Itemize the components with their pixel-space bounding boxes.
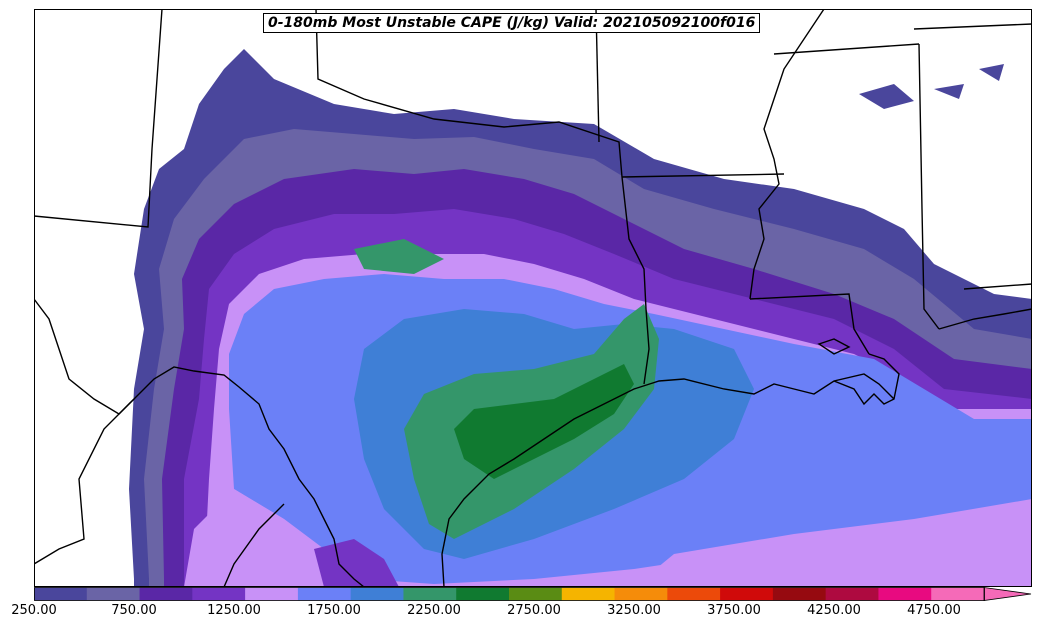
cape-contour-250-ne bbox=[859, 64, 1004, 109]
lake-pontchartrain bbox=[817, 338, 851, 355]
colorbar-segment bbox=[350, 587, 404, 601]
arkansas-tennessee-line bbox=[773, 43, 920, 55]
colorbar-tick-label: 1750.00 bbox=[307, 603, 361, 618]
colorbar-tick-label: 4750.00 bbox=[907, 603, 961, 618]
florida-panhandle-coast bbox=[938, 308, 1032, 330]
new-mexico-oklahoma-line bbox=[34, 9, 163, 228]
cape-contour-1500-south bbox=[634, 499, 1032, 587]
colorbar-segment bbox=[772, 587, 827, 601]
colorbar-segment bbox=[825, 587, 879, 601]
colorbar-segment bbox=[509, 587, 563, 601]
colorbar-tick-label: 3250.00 bbox=[607, 603, 661, 618]
colorbar-segments bbox=[34, 587, 1032, 601]
colorbar-extend-triangle bbox=[983, 587, 1032, 601]
louisiana-coast bbox=[833, 353, 900, 406]
colorbar-segment bbox=[456, 587, 510, 601]
cape-map bbox=[34, 9, 1032, 587]
colorbar-segment bbox=[561, 587, 616, 601]
mississippi-river bbox=[749, 9, 825, 300]
colorbar-segment bbox=[86, 587, 141, 601]
colorbar-segment bbox=[245, 587, 299, 601]
colorbar-outline bbox=[34, 587, 985, 601]
mexico-interior-line-2 bbox=[223, 503, 285, 587]
colorbar-tick-label: 3750.00 bbox=[707, 603, 761, 618]
colorbar-tick-label: 2750.00 bbox=[507, 603, 561, 618]
mississippi-alabama-line bbox=[918, 43, 940, 330]
rio-grande-border bbox=[34, 298, 365, 587]
arkansas-south-border bbox=[621, 173, 785, 178]
cape-contour-2000-north bbox=[354, 239, 444, 274]
colorbar-segment bbox=[878, 587, 932, 601]
political-boundaries bbox=[34, 9, 1032, 587]
colorbar-segment bbox=[34, 587, 88, 601]
alabama-georgia-line bbox=[913, 23, 1032, 30]
colorbar-tick-label: 250.00 bbox=[11, 603, 57, 618]
colorbar-segment bbox=[614, 587, 668, 601]
colorbar bbox=[34, 587, 1032, 601]
colorbar-segment bbox=[297, 587, 352, 601]
mexico-interior-line bbox=[34, 398, 135, 565]
colorbar-segment bbox=[139, 587, 193, 601]
colorbar-segment bbox=[667, 587, 721, 601]
colorbar-tick-labels: 250.00 750.00 1250.00 1750.00 2250.00 2750.00… bbox=[0, 603, 1042, 623]
map-title: 0-180mb Most Unstable CAPE (J/kg) Valid:… bbox=[263, 13, 761, 33]
louisiana-north bbox=[749, 293, 870, 355]
colorbar-segment bbox=[192, 587, 246, 601]
cape-fill-layers bbox=[129, 49, 1032, 587]
alabama-florida-line bbox=[963, 283, 1032, 290]
colorbar-tick-label: 1250.00 bbox=[207, 603, 261, 618]
texas-coast bbox=[441, 373, 895, 587]
cape-contour-2250 bbox=[454, 364, 634, 479]
colorbar-segment bbox=[403, 587, 457, 601]
colorbar-segment bbox=[931, 587, 985, 601]
cape-contour-rio-grande bbox=[314, 539, 399, 587]
oklahoma-south-border bbox=[315, 9, 623, 178]
map-panel bbox=[34, 9, 1032, 587]
colorbar-segment bbox=[720, 587, 774, 601]
colorbar-tick-label: 4250.00 bbox=[807, 603, 861, 618]
colorbar-tick-label: 2250.00 bbox=[407, 603, 461, 618]
colorbar-tick-label: 750.00 bbox=[111, 603, 157, 618]
louisiana-texas-line bbox=[621, 176, 650, 385]
